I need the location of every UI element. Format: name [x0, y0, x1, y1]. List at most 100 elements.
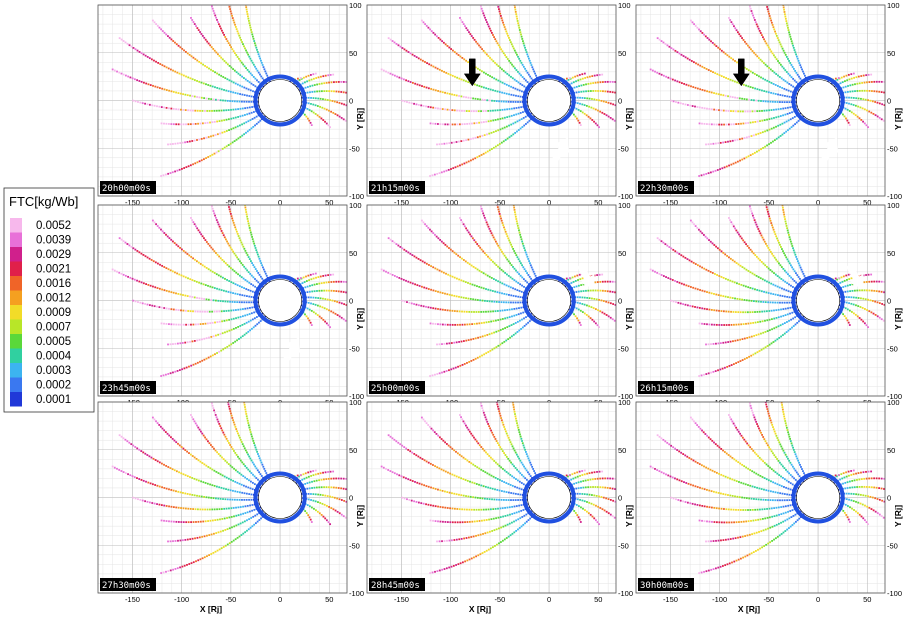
- y-tick-label: 50: [887, 49, 895, 58]
- y-tick-label: 100: [349, 398, 362, 407]
- time-label: 27h30m00s: [102, 581, 151, 591]
- y-tick-label: -100: [618, 589, 633, 598]
- white-down-arrow: [577, 263, 595, 290]
- x-axis-label: X [Rj]: [738, 604, 760, 614]
- panel-30h00m00s: -150 -100 -50 0 50 100 50 0 -50 -100 Y [Rj] X [Rj] 3…: [635, 398, 903, 614]
- jupiter-disk: [796, 476, 841, 519]
- y-tick-label: -50: [618, 344, 629, 353]
- x-tick-label: -100: [712, 198, 727, 207]
- y-tick-label: 100: [887, 201, 900, 210]
- x-tick-label: 50: [594, 595, 602, 604]
- x-tick-label: -150: [125, 198, 140, 207]
- x-tick-label: 0: [816, 198, 820, 207]
- colorbar-legend: FTC[kg/Wb] 0.0052 0.0039 0.0029 0.0021 0.0016…: [3, 187, 95, 413]
- y-tick-label: 100: [887, 398, 900, 407]
- x-tick-label: 50: [325, 198, 333, 207]
- time-label-box: [100, 578, 156, 591]
- y-axis-label: Y [Rj]: [355, 505, 365, 527]
- inner-ring: [791, 274, 845, 327]
- x-tick-label: -100: [174, 198, 189, 207]
- y-tick-labels: 100 50 0 -50 -100: [349, 1, 364, 201]
- time-label: 28h45m00s: [371, 581, 420, 591]
- y-tick-labels: 100 50 0 -50 -100: [618, 201, 633, 401]
- y-tick-label: -50: [887, 144, 898, 153]
- x-tick-label: -50: [494, 198, 505, 207]
- colorbar-level: 0.0004: [36, 351, 72, 363]
- y-axis-label: Y [Rj]: [624, 108, 634, 130]
- x-tick-labels: -150 -100 -50 0 50: [125, 595, 334, 604]
- panel-frame: [366, 4, 617, 197]
- y-tick-label: -50: [887, 541, 898, 550]
- time-label: 25h00m00s: [371, 384, 420, 394]
- y-tick-label: -100: [887, 589, 902, 598]
- colorbar-level: 0.0002: [36, 380, 71, 392]
- x-tick-label: -150: [394, 595, 409, 604]
- x-axis-label: X [Rj]: [200, 604, 222, 614]
- y-axis-label: Y [Rj]: [893, 308, 903, 330]
- panel-23h45m00s: -150 -100 -50 0 50 100 50 0 -50 -100 Y [Rj] 23h45m0…: [97, 201, 365, 407]
- y-tick-label: 0: [349, 494, 353, 503]
- y-tick-label: 50: [349, 446, 357, 455]
- panel-frame: [97, 401, 348, 594]
- x-tick-label: -150: [663, 198, 678, 207]
- x-tick-label: -50: [494, 595, 505, 604]
- x-tick-label: -150: [394, 198, 409, 207]
- time-label-box: [369, 381, 425, 394]
- colorbar-swatch: [10, 305, 22, 320]
- time-label: 30h00m00s: [640, 581, 689, 591]
- x-tick-label: 0: [547, 595, 551, 604]
- y-tick-label: -100: [349, 589, 364, 598]
- y-tick-label: -50: [618, 541, 629, 550]
- y-tick-label: -50: [618, 144, 629, 153]
- colorbar-swatch: [10, 290, 22, 305]
- panel-frame: [635, 4, 886, 197]
- x-tick-label: 0: [816, 595, 820, 604]
- time-label-box: [100, 181, 156, 194]
- panel-22h30m00s: -150 -100 -50 0 50 100 50 0 -50 -100 Y [Rj] 22h30m0…: [635, 1, 903, 207]
- y-tick-label: -50: [349, 144, 360, 153]
- y-tick-label: 0: [887, 297, 891, 306]
- x-tick-label: 50: [594, 198, 602, 207]
- x-tick-label: -150: [663, 595, 678, 604]
- x-tick-label: 0: [278, 595, 282, 604]
- y-tick-label: 0: [618, 297, 622, 306]
- y-tick-label: 50: [349, 249, 357, 258]
- y-tick-labels: 100 50 0 -50 -100: [618, 398, 633, 598]
- jupiter-disk: [258, 279, 303, 322]
- colorbar-swatch: [10, 377, 22, 392]
- black-down-arrow: [463, 58, 481, 87]
- y-tick-labels: 100 50 0 -50 -100: [349, 398, 364, 598]
- time-label-box: [369, 578, 425, 591]
- jupiter-disk: [258, 79, 303, 122]
- y-tick-labels: 100 50 0 -50 -100: [349, 201, 364, 401]
- y-tick-labels: 100 50 0 -50 -100: [887, 398, 902, 598]
- y-axis-label: Y [Rj]: [624, 505, 634, 527]
- colorbar-level: 0.0012: [36, 293, 71, 305]
- colorbar-level: 0.0001: [36, 394, 71, 406]
- colorbar-swatch: [10, 261, 22, 276]
- y-tick-label: 50: [618, 49, 626, 58]
- jupiter-disk: [527, 476, 572, 519]
- x-tick-label: 50: [863, 198, 871, 207]
- field-line-points: [111, 5, 347, 177]
- colorbar-level: 0.0005: [36, 336, 71, 348]
- y-axis-label: Y [Rj]: [355, 108, 365, 130]
- y-tick-label: -100: [887, 392, 902, 401]
- x-tick-labels: -150 -100 -50 0 50: [663, 198, 872, 207]
- panel-20h00m00s: -150 -100 -50 0 50 100 50 0 -50 -100 Y [Rj] 20h00m0…: [97, 1, 365, 207]
- colorbar-swatch: [10, 363, 22, 378]
- y-axis-label: Y [Rj]: [893, 108, 903, 130]
- white-up-arrow: [551, 137, 570, 164]
- inner-ring: [522, 274, 576, 327]
- colorbar-swatch: [10, 232, 22, 247]
- y-tick-label: 50: [349, 49, 357, 58]
- colorbar-swatch: [10, 348, 22, 363]
- inner-ring: [253, 471, 307, 524]
- panel-28h45m00s: -150 -100 -50 0 50 100 50 0 -50 -100 Y [Rj] X [Rj] 2…: [366, 398, 634, 614]
- y-tick-label: 0: [887, 494, 891, 503]
- colorbar-swatch: [10, 218, 22, 233]
- y-tick-label: -100: [349, 192, 364, 201]
- x-tick-label: 0: [547, 198, 551, 207]
- x-tick-labels: -150 -100 -50 0 50: [125, 198, 334, 207]
